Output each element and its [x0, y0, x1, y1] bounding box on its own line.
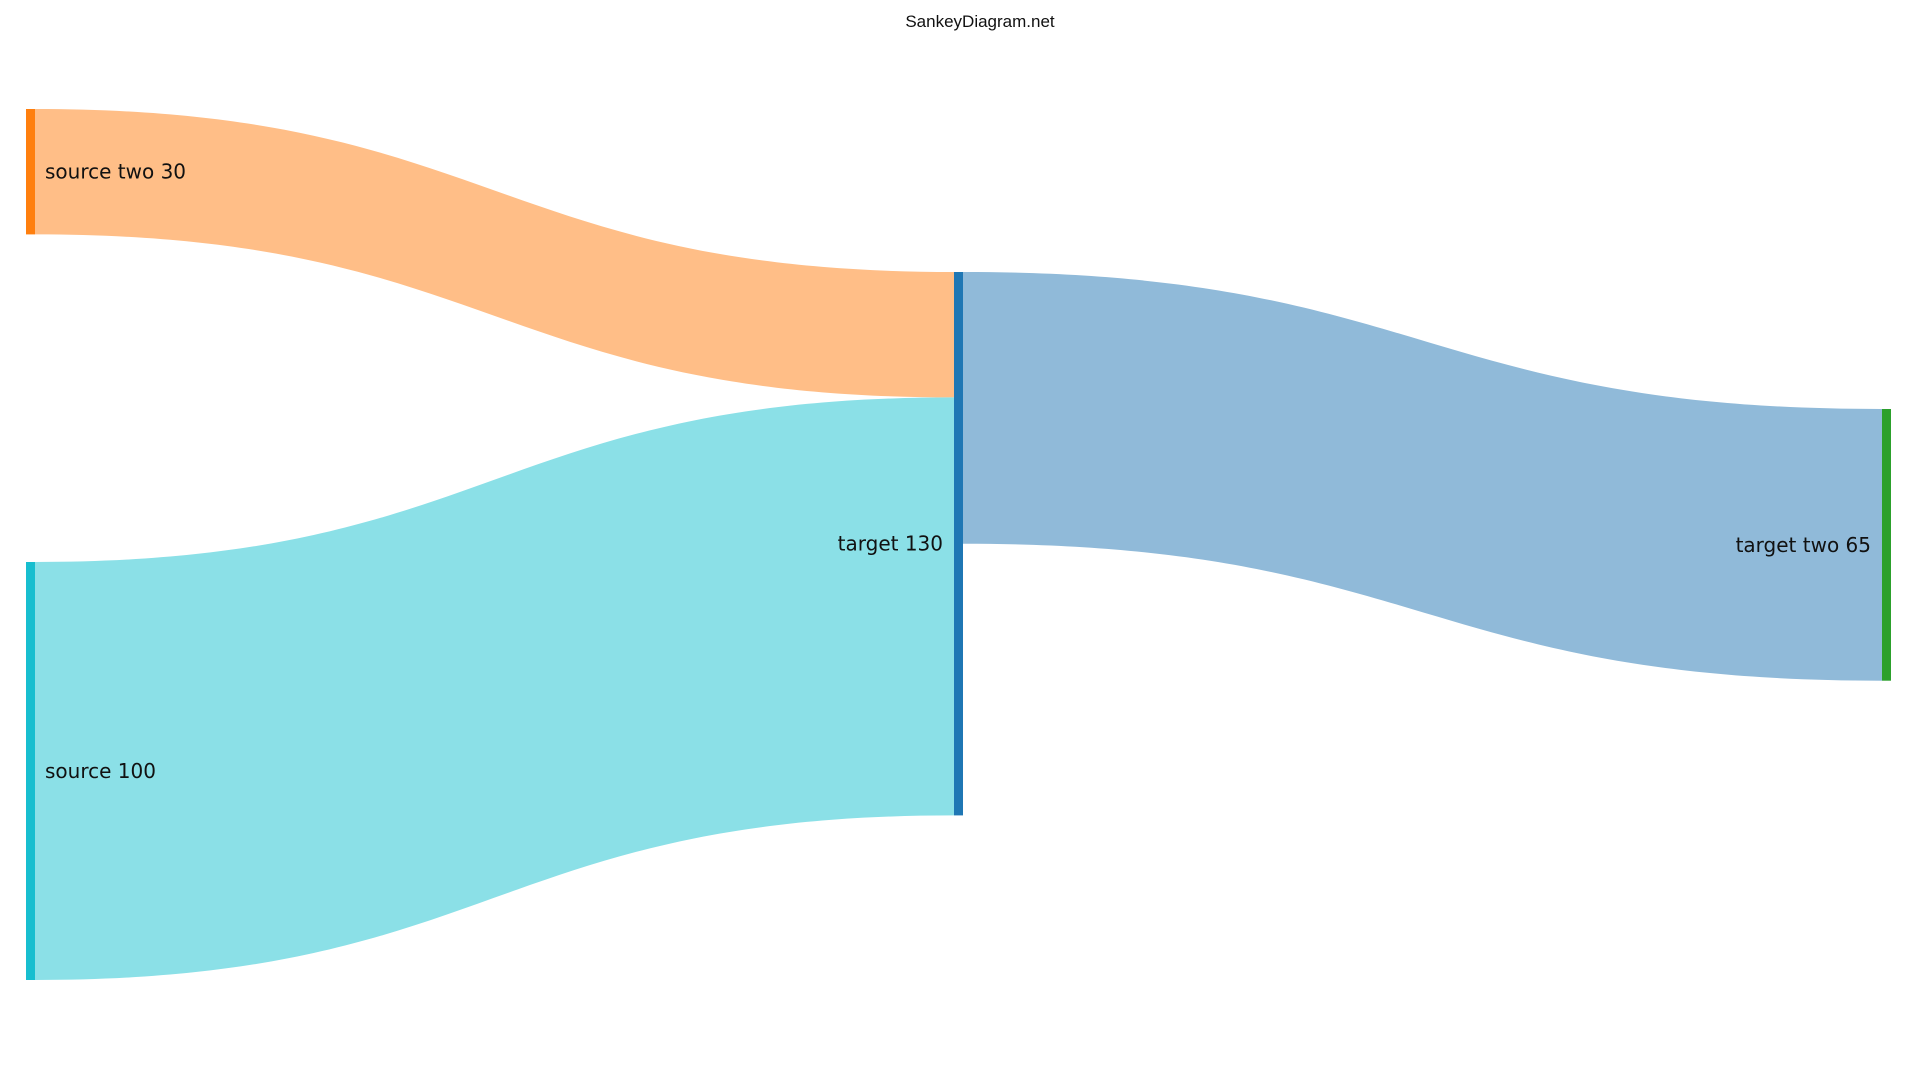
node-label-target: target 130 [838, 532, 943, 556]
node-target-two[interactable] [1882, 409, 1891, 681]
node-label-target-two: target two 65 [1736, 533, 1871, 557]
labels-layer: source two 30 source 100 target 130 target … [45, 160, 1871, 783]
links-layer [35, 109, 1882, 980]
site-credit: SankeyDiagram.net [905, 12, 1055, 31]
node-source[interactable] [26, 562, 35, 980]
node-label-source: source 100 [45, 759, 156, 783]
link-target-to-target_two[interactable] [963, 272, 1882, 681]
node-target[interactable] [954, 272, 963, 816]
node-source-two[interactable] [26, 109, 35, 235]
link-source-to-target[interactable] [35, 397, 954, 980]
node-label-source-two: source two 30 [45, 160, 186, 184]
link-source_two-to-target[interactable] [35, 109, 954, 398]
nodes-layer [26, 109, 1891, 980]
